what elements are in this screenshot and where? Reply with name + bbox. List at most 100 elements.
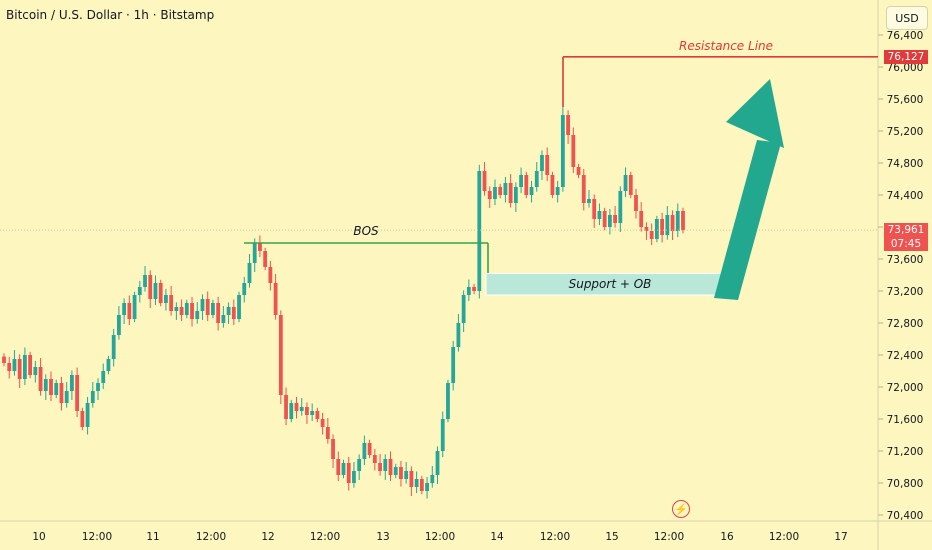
x-tick-label: 12:00	[769, 531, 799, 543]
candle-body	[466, 287, 471, 295]
candle-body	[503, 183, 508, 195]
candle-body	[654, 219, 659, 239]
candle-body	[613, 215, 617, 223]
price-axis[interactable]: 76,40076,00075,60075,20074,80074,40074,0…	[878, 30, 923, 522]
candle-body	[372, 455, 377, 463]
candle	[623, 167, 628, 198]
y-tick-label: 71,200	[887, 446, 924, 458]
candle-body	[33, 367, 38, 375]
candle	[7, 356, 12, 379]
candle-body	[59, 383, 64, 403]
candle	[12, 350, 17, 376]
candle-body	[555, 187, 560, 195]
candle	[143, 266, 147, 292]
candle-body	[404, 471, 409, 479]
candle-body	[184, 303, 189, 315]
candle-body	[221, 315, 226, 323]
candle	[607, 208, 612, 235]
x-tick-label: 12:00	[540, 531, 570, 543]
last-price-tag: 73,961	[884, 223, 928, 238]
candle	[597, 203, 602, 226]
candle-body	[38, 367, 43, 391]
candle	[28, 351, 33, 379]
candle	[446, 379, 450, 423]
candle-body	[211, 303, 215, 315]
candle	[33, 360, 38, 383]
candle	[487, 186, 492, 208]
candle	[681, 207, 685, 234]
resistance-label: Resistance Line	[679, 39, 773, 53]
candle	[472, 283, 476, 295]
x-tick-label: 16	[720, 531, 734, 543]
candle	[22, 347, 27, 386]
x-tick-label: 12:00	[82, 531, 112, 543]
candle-body	[550, 175, 555, 195]
candle	[305, 402, 309, 424]
y-tick-label: 73,200	[887, 286, 924, 298]
candle-body	[660, 219, 665, 235]
candle-body	[644, 227, 649, 231]
candle-body	[299, 407, 304, 411]
candle	[649, 223, 654, 246]
candle	[498, 183, 503, 199]
candle	[174, 302, 179, 320]
candle	[419, 475, 424, 495]
candle	[414, 471, 419, 494]
candle	[493, 179, 497, 206]
y-tick-label: 76,000	[887, 62, 924, 74]
candle	[461, 290, 466, 332]
candle	[331, 434, 335, 468]
x-tick-label: 17	[834, 531, 847, 543]
candle-body	[70, 375, 74, 391]
candle-body	[289, 403, 294, 419]
y-tick-label: 75,200	[887, 126, 924, 138]
candle	[362, 435, 367, 466]
candle-body	[399, 467, 403, 479]
candle	[43, 374, 48, 400]
candle-body	[430, 475, 435, 483]
candle	[634, 188, 638, 219]
candle	[221, 306, 226, 328]
candle	[205, 291, 210, 322]
candle	[592, 194, 597, 228]
candle	[346, 456, 351, 491]
candle	[367, 439, 372, 459]
candle	[383, 454, 388, 480]
candle	[524, 171, 529, 199]
candle-body	[336, 459, 341, 475]
candle-body	[22, 355, 27, 379]
candle	[341, 459, 346, 479]
candle-body	[482, 171, 487, 191]
bar-countdown-tag: 07:45	[884, 237, 928, 252]
x-tick-label: 12:00	[425, 531, 455, 543]
bos-label: BOS	[353, 224, 379, 238]
candle-body	[581, 175, 586, 203]
currency-unit-button[interactable]: USD	[886, 6, 928, 30]
candle-body	[75, 375, 80, 411]
candle-body	[127, 303, 132, 319]
time-axis[interactable]: 10 12:00 11 12:00 12 12:00 13 12:00 14 12:00 15 12:…	[32, 531, 847, 543]
candle	[284, 387, 288, 426]
candle	[404, 462, 409, 484]
candle	[540, 150, 544, 180]
candle-body	[362, 443, 367, 459]
candle-body	[64, 391, 69, 403]
y-tick-label: 72,800	[887, 318, 924, 330]
candle-body	[446, 383, 450, 419]
candle-body	[195, 311, 200, 319]
candle-body	[519, 175, 523, 187]
candle	[190, 296, 194, 327]
candle-body	[477, 171, 482, 291]
candle-body	[153, 283, 158, 299]
candle-body	[137, 287, 142, 295]
x-tick-label: 12:00	[654, 531, 684, 543]
candle-body	[508, 183, 513, 203]
candle	[158, 279, 163, 307]
tradingview-logo-icon[interactable]: ⚡	[672, 500, 690, 518]
x-tick-label: 13	[376, 531, 389, 543]
candle	[2, 353, 6, 367]
candle	[513, 182, 518, 212]
candle	[482, 162, 487, 196]
candle-body	[529, 187, 534, 195]
